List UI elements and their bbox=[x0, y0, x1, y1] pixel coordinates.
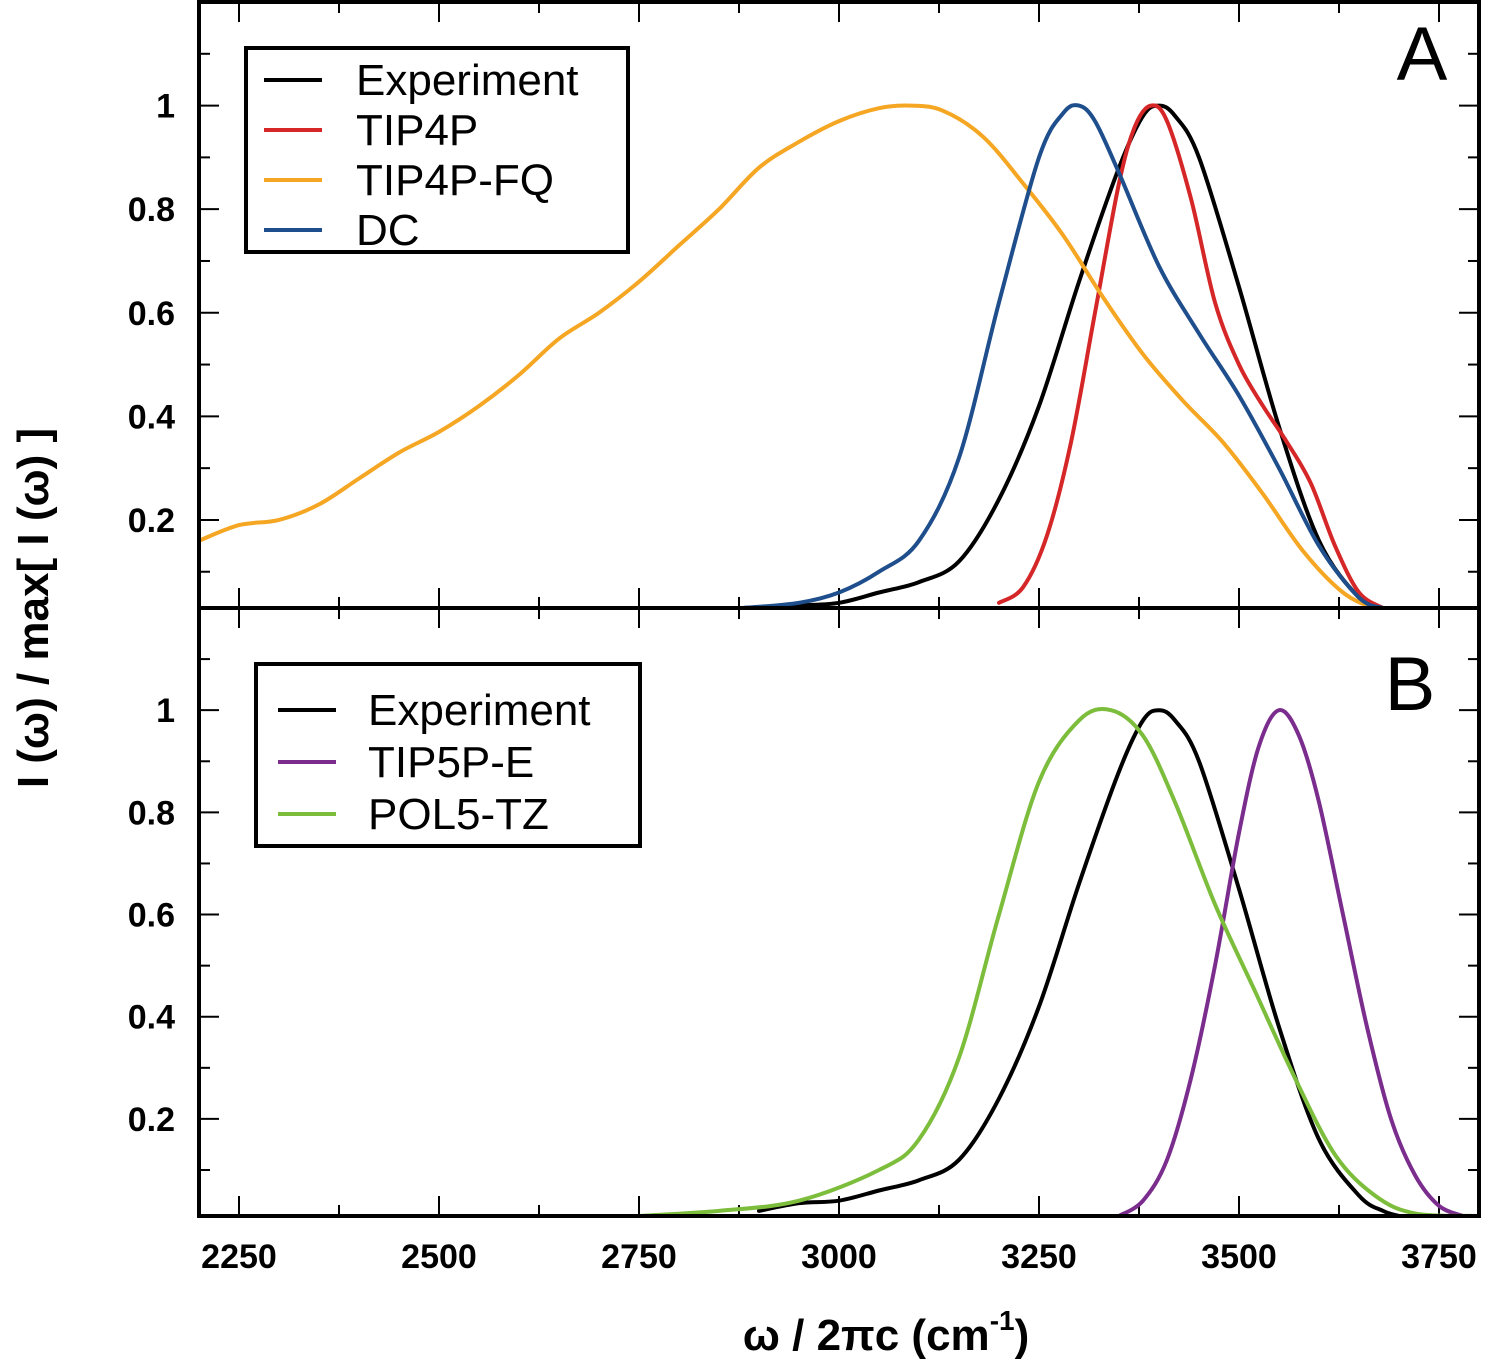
y-tick-label: 1 bbox=[156, 692, 175, 730]
legend-label: TIP5P-E bbox=[368, 738, 534, 787]
y-tick-label: 0.6 bbox=[128, 897, 175, 935]
x-axis-title-main: ω / 2πc (cm bbox=[743, 1311, 990, 1360]
legend-label: DC bbox=[356, 206, 420, 255]
legend-label: TIP4P-FQ bbox=[356, 156, 554, 205]
x-tick-label: 3750 bbox=[1401, 1238, 1477, 1276]
series-line-pol5-tz bbox=[637, 707, 1479, 1216]
series-line-dc bbox=[741, 103, 1385, 608]
legend-label: Experiment bbox=[368, 686, 591, 735]
y-axis-title: I (ω) / max[ I (ω) ] bbox=[9, 428, 58, 788]
x-tick-label: 2250 bbox=[201, 1238, 277, 1276]
legend-label: Experiment bbox=[356, 56, 579, 105]
x-tick-label: 3000 bbox=[801, 1238, 877, 1276]
y-tick-label: 0.2 bbox=[128, 1101, 175, 1139]
panel-b-label: B bbox=[1385, 642, 1436, 727]
legend-label: POL5-TZ bbox=[368, 790, 549, 839]
x-tick-label: 3250 bbox=[1001, 1238, 1077, 1276]
y-tick-label: 0.4 bbox=[128, 398, 175, 436]
x-axis-title-superscript: -1 bbox=[990, 1305, 1015, 1336]
x-axis-title: ω / 2πc (cm-1) bbox=[743, 1305, 1030, 1360]
y-tick-label: 0.2 bbox=[128, 502, 175, 540]
series-line-tip5p-e bbox=[1117, 708, 1465, 1216]
panel-a: 0.2 0.4 0.6 0.8 1 A ExperimentTIP4PTIP4P-FQD… bbox=[128, 0, 1481, 610]
legend-label: TIP4P bbox=[356, 106, 478, 155]
x-tick-label: 2500 bbox=[401, 1238, 477, 1276]
y-tick-label: 0.4 bbox=[128, 999, 175, 1037]
series-line-experiment bbox=[757, 708, 1401, 1216]
y-tick-label: 0.8 bbox=[128, 191, 175, 229]
x-tick-label: 3500 bbox=[1201, 1238, 1277, 1276]
panel-a-label: A bbox=[1397, 12, 1448, 97]
panel-b-frame bbox=[197, 606, 1481, 1218]
y-tick-label: 0.8 bbox=[128, 794, 175, 832]
series-line-tip4p-fq bbox=[199, 103, 1393, 608]
y-tick-label: 0.6 bbox=[128, 295, 175, 333]
series-line-tip4p bbox=[997, 103, 1385, 608]
panel-b: 0.2 0.4 0.6 0.8 1 2250 2500 2750 3000 3250 3500 375… bbox=[128, 606, 1481, 1276]
x-tick-label: 2750 bbox=[601, 1238, 677, 1276]
y-tick-label: 1 bbox=[156, 88, 175, 126]
x-axis-title-suffix: ) bbox=[1015, 1311, 1030, 1360]
series-line-experiment bbox=[741, 103, 1385, 608]
